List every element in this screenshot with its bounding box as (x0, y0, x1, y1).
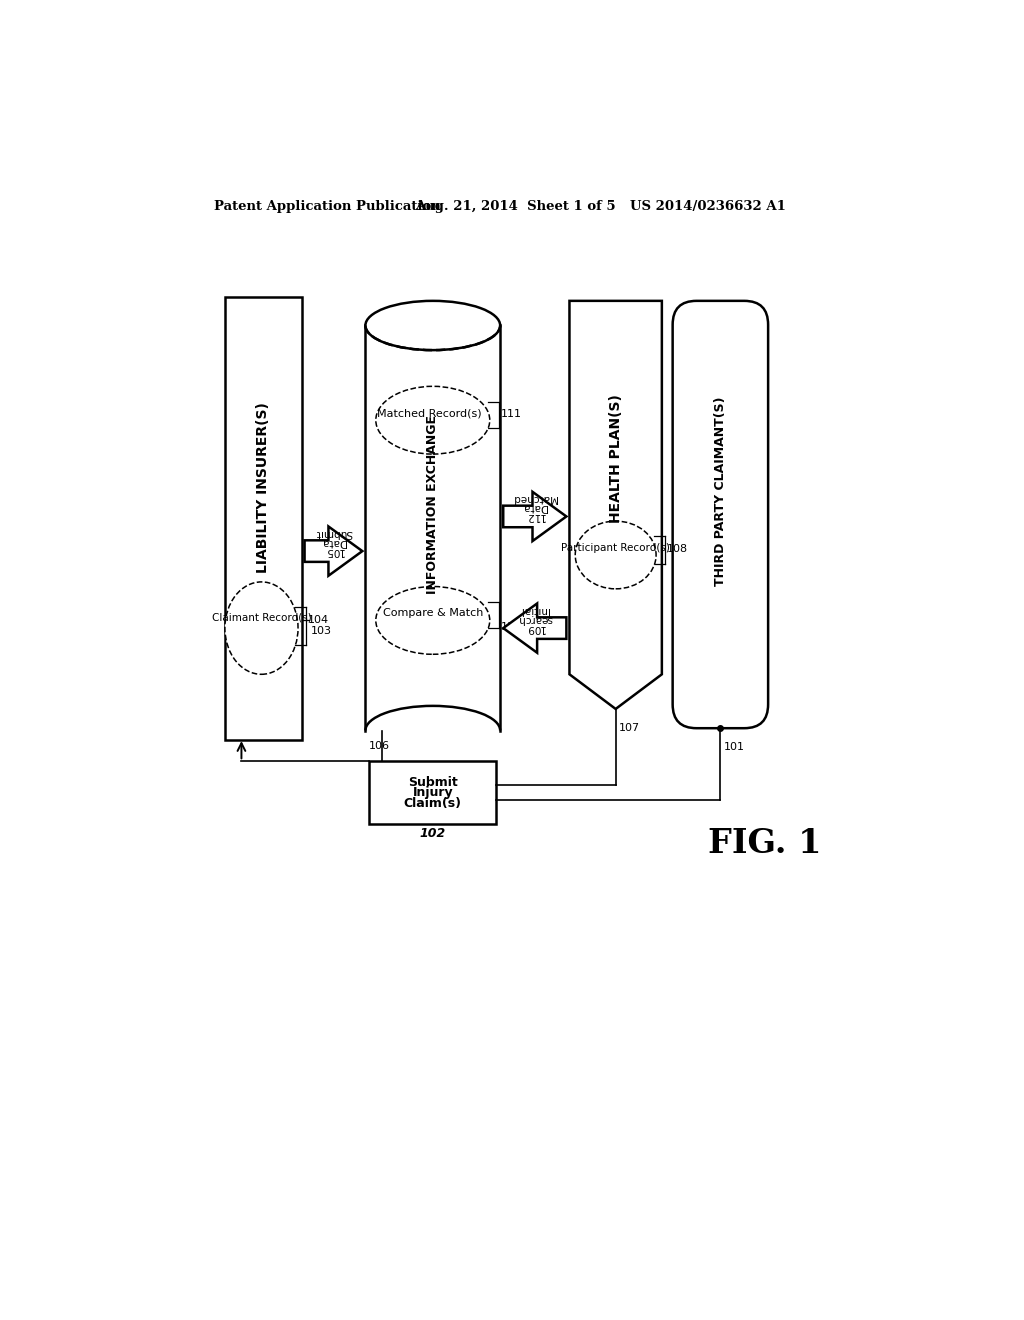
FancyBboxPatch shape (673, 301, 768, 729)
Text: 105: 105 (324, 546, 343, 556)
Text: Matched: Matched (512, 492, 557, 503)
Text: Submit: Submit (408, 776, 458, 788)
Text: INFORMATION EXCHANGE: INFORMATION EXCHANGE (426, 416, 439, 594)
Text: 102: 102 (420, 826, 445, 840)
Polygon shape (503, 603, 566, 653)
Polygon shape (304, 527, 362, 576)
Text: THIRD PARTY CLAIMANT(S): THIRD PARTY CLAIMANT(S) (714, 397, 727, 586)
Text: 110: 110 (501, 622, 521, 631)
Text: 112: 112 (525, 511, 545, 521)
Text: Compare & Match: Compare & Match (383, 609, 483, 619)
Text: 103: 103 (310, 626, 332, 636)
Text: 104: 104 (307, 615, 329, 626)
Ellipse shape (366, 301, 500, 350)
Text: Initial: Initial (520, 605, 549, 615)
Text: 106: 106 (369, 741, 389, 751)
Ellipse shape (225, 582, 298, 675)
Text: Aug. 21, 2014  Sheet 1 of 5: Aug. 21, 2014 Sheet 1 of 5 (416, 199, 616, 213)
Polygon shape (370, 762, 497, 825)
Text: Submit: Submit (315, 528, 352, 537)
Text: Data: Data (321, 537, 346, 546)
Text: Matched Record(s): Matched Record(s) (377, 408, 481, 418)
Text: US 2014/0236632 A1: US 2014/0236632 A1 (630, 199, 785, 213)
Text: 108: 108 (667, 544, 687, 554)
Text: 111: 111 (501, 409, 521, 418)
Ellipse shape (376, 586, 489, 655)
Text: search: search (517, 614, 552, 624)
Text: Data: Data (522, 502, 547, 512)
Text: Patent Application Publication: Patent Application Publication (214, 199, 440, 213)
Text: 101: 101 (724, 742, 744, 752)
Ellipse shape (376, 387, 489, 454)
Text: Participant Record(s): Participant Record(s) (561, 543, 670, 553)
Polygon shape (224, 297, 301, 739)
Text: 107: 107 (618, 723, 640, 733)
Ellipse shape (575, 521, 656, 589)
Text: FIG. 1: FIG. 1 (708, 828, 821, 861)
Text: Claim(s): Claim(s) (403, 797, 462, 810)
Polygon shape (569, 301, 662, 709)
Text: HEALTH PLAN(S): HEALTH PLAN(S) (608, 395, 623, 523)
Polygon shape (503, 492, 566, 541)
Text: LIABILITY INSURER(S): LIABILITY INSURER(S) (256, 403, 270, 573)
Text: Injury: Injury (413, 787, 453, 800)
Text: Claimant Record(s): Claimant Record(s) (212, 612, 311, 622)
Text: 109: 109 (525, 623, 545, 634)
